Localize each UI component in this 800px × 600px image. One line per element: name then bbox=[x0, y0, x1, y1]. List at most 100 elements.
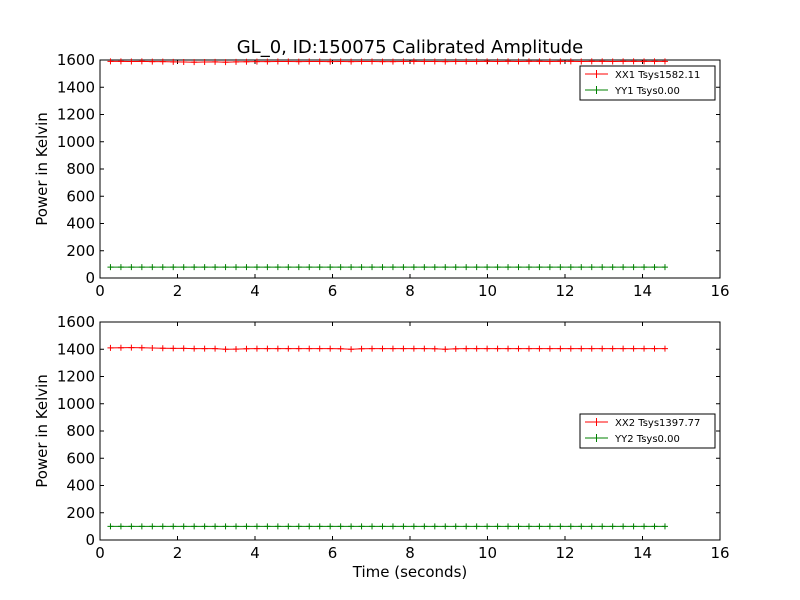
data-point bbox=[442, 58, 449, 65]
data-point bbox=[515, 264, 522, 271]
data-point bbox=[546, 58, 553, 65]
data-point bbox=[316, 58, 323, 65]
data-point bbox=[400, 345, 407, 352]
data-point bbox=[630, 58, 637, 65]
data-point bbox=[620, 264, 627, 271]
data-point bbox=[452, 523, 459, 530]
data-point bbox=[661, 523, 668, 530]
data-point bbox=[159, 523, 166, 530]
data-point bbox=[243, 264, 250, 271]
x-tick-label: 6 bbox=[328, 544, 338, 562]
x-tick-label: 10 bbox=[478, 282, 497, 300]
data-point bbox=[180, 264, 187, 271]
data-point bbox=[484, 264, 491, 271]
data-point bbox=[473, 345, 480, 352]
data-point bbox=[452, 58, 459, 65]
data-point bbox=[400, 58, 407, 65]
data-point bbox=[358, 264, 365, 271]
data-point bbox=[410, 345, 417, 352]
data-point bbox=[149, 523, 156, 530]
data-point bbox=[484, 523, 491, 530]
data-point bbox=[264, 58, 271, 65]
data-point bbox=[525, 264, 532, 271]
data-point bbox=[536, 523, 543, 530]
data-point bbox=[389, 345, 396, 352]
data-point bbox=[515, 523, 522, 530]
y-tick-label: 0 bbox=[85, 531, 95, 549]
data-point bbox=[138, 264, 145, 271]
data-point bbox=[285, 58, 292, 65]
data-point bbox=[410, 264, 417, 271]
data-point bbox=[117, 344, 124, 351]
data-point bbox=[128, 344, 135, 351]
data-point bbox=[222, 346, 229, 353]
y-tick-label: 200 bbox=[66, 242, 95, 260]
x-axis-label: Time (seconds) bbox=[352, 563, 468, 581]
data-point bbox=[630, 345, 637, 352]
legend-label: YY2 Tsys0.00 bbox=[614, 434, 680, 445]
data-point bbox=[494, 345, 501, 352]
y-tick-label: 1400 bbox=[57, 340, 95, 358]
chart-title: GL_0, ID:150075 Calibrated Amplitude bbox=[237, 37, 584, 58]
data-point bbox=[348, 58, 355, 65]
data-point bbox=[567, 523, 574, 530]
data-point bbox=[546, 345, 553, 352]
data-point bbox=[588, 58, 595, 65]
x-tick-label: 8 bbox=[405, 282, 415, 300]
data-point bbox=[505, 264, 512, 271]
data-point bbox=[484, 58, 491, 65]
data-point bbox=[180, 345, 187, 352]
data-point bbox=[609, 523, 616, 530]
data-point bbox=[588, 523, 595, 530]
data-point bbox=[128, 58, 135, 65]
data-point bbox=[128, 523, 135, 530]
x-tick-label: 12 bbox=[555, 282, 574, 300]
data-point bbox=[578, 58, 585, 65]
y-tick-label: 1600 bbox=[57, 313, 95, 331]
y-tick-label: 400 bbox=[66, 215, 95, 233]
legend-box bbox=[579, 65, 716, 101]
data-point bbox=[641, 523, 648, 530]
data-point bbox=[306, 523, 313, 530]
data-point bbox=[222, 523, 229, 530]
data-point bbox=[515, 58, 522, 65]
data-point bbox=[567, 58, 574, 65]
y-axis-label: Power in Kelvin bbox=[33, 112, 51, 226]
y-tick-label: 800 bbox=[66, 422, 95, 440]
data-point bbox=[369, 345, 376, 352]
data-point bbox=[410, 58, 417, 65]
data-point bbox=[536, 264, 543, 271]
data-point bbox=[567, 345, 574, 352]
data-point bbox=[233, 58, 240, 65]
data-point bbox=[358, 523, 365, 530]
data-point bbox=[484, 345, 491, 352]
data-point bbox=[505, 58, 512, 65]
data-point bbox=[233, 264, 240, 271]
data-point bbox=[295, 58, 302, 65]
data-point bbox=[651, 58, 658, 65]
bottom-panel: 0 2 4 6 8 10 12 14 16 0 200 400 600 800 1000 1200 1400 16… bbox=[33, 313, 730, 581]
data-point bbox=[588, 345, 595, 352]
data-point bbox=[452, 345, 459, 352]
data-point bbox=[421, 345, 428, 352]
data-point bbox=[316, 264, 323, 271]
data-point bbox=[358, 58, 365, 65]
data-point bbox=[264, 345, 271, 352]
data-point bbox=[212, 58, 219, 65]
data-point bbox=[233, 523, 240, 530]
x-tick-label: 12 bbox=[555, 544, 574, 562]
data-point bbox=[525, 523, 532, 530]
data-point bbox=[567, 264, 574, 271]
y-tick-label: 1200 bbox=[57, 368, 95, 386]
data-point bbox=[243, 523, 250, 530]
y-tick-label: 1400 bbox=[57, 78, 95, 96]
data-point bbox=[295, 345, 302, 352]
data-point bbox=[599, 58, 606, 65]
data-point bbox=[369, 523, 376, 530]
data-point bbox=[253, 523, 260, 530]
data-point bbox=[316, 345, 323, 352]
data-point bbox=[389, 264, 396, 271]
data-point bbox=[295, 264, 302, 271]
x-tick-label: 14 bbox=[633, 282, 652, 300]
